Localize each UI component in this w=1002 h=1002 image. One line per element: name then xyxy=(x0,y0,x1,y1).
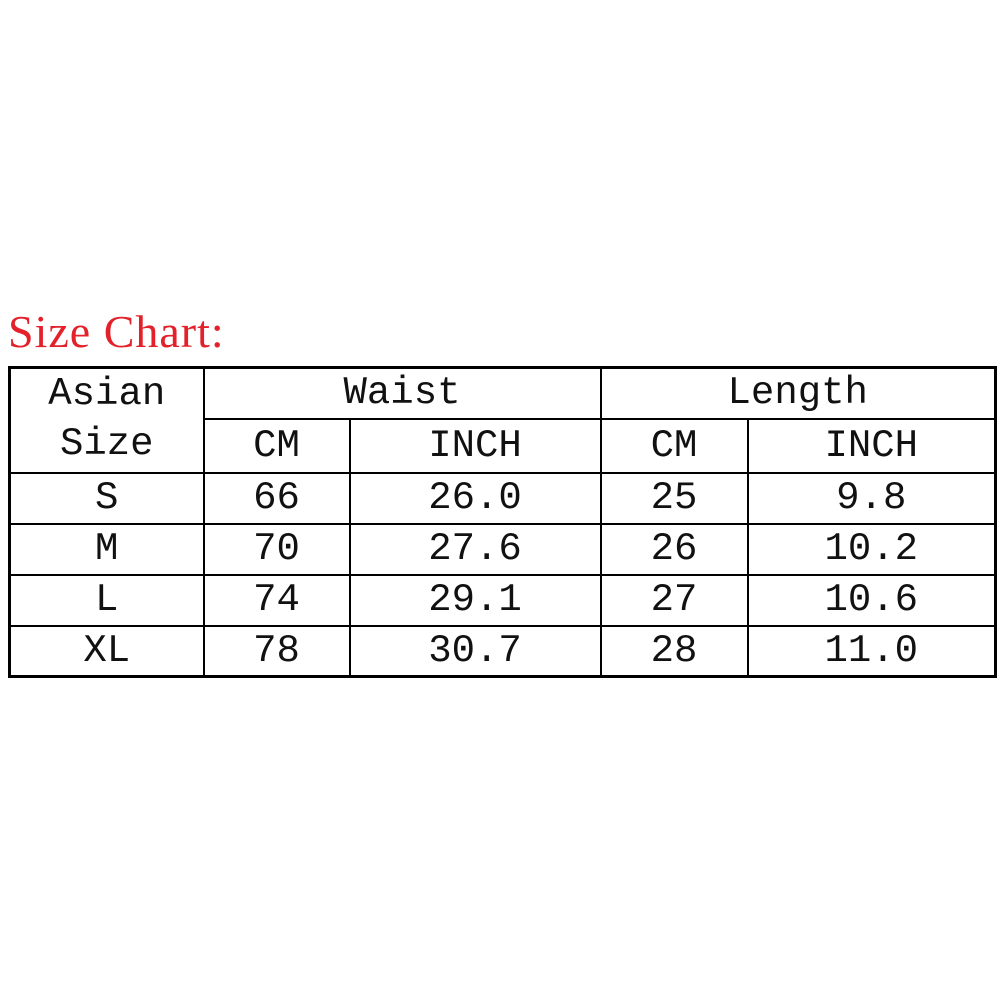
table-row-xl: XL 78 30.7 28 11.0 xyxy=(8,624,997,678)
length-inch-cell: 9.8 xyxy=(746,471,997,525)
table-row-s: S 66 26.0 25 9.8 xyxy=(8,471,997,525)
length-cm-cell: 25 xyxy=(599,471,749,525)
header-group-row: Asian Size Waist Length xyxy=(8,366,997,474)
waist-inch-cell: 30.7 xyxy=(348,624,602,678)
header-length-cm: CM xyxy=(599,417,749,474)
header-group-length: Length xyxy=(599,366,997,420)
size-cell: M xyxy=(8,522,205,576)
header-length-inch: INCH xyxy=(746,417,997,474)
size-cell: XL xyxy=(8,624,205,678)
header-sub-row: CM INCH CM INCH xyxy=(10,417,997,474)
waist-cm-cell: 70 xyxy=(202,522,351,576)
waist-inch-cell: 27.6 xyxy=(348,522,602,576)
waist-inch-cell: 29.1 xyxy=(348,573,602,627)
length-cm-cell: 26 xyxy=(599,522,749,576)
size-chart-table: Asian Size Waist Length CM INCH CM INCH … xyxy=(8,366,997,678)
header-group-waist: Waist xyxy=(202,366,602,420)
size-cell: L xyxy=(8,573,205,627)
size-chart-title: Size Chart: xyxy=(8,306,225,357)
size-cell: S xyxy=(8,471,205,525)
header-waist-cm: CM xyxy=(202,417,351,474)
waist-cm-cell: 74 xyxy=(202,573,351,627)
header-asian-size-line2: Size xyxy=(59,422,154,467)
header-asian-size-line1: Asian xyxy=(48,372,166,417)
waist-inch-cell: 26.0 xyxy=(348,471,602,525)
table-row-l: L 74 29.1 27 10.6 xyxy=(8,573,997,627)
length-inch-cell: 10.2 xyxy=(746,522,997,576)
length-inch-cell: 11.0 xyxy=(746,624,997,678)
waist-cm-cell: 66 xyxy=(202,471,351,525)
waist-cm-cell: 78 xyxy=(202,624,351,678)
table-row-m: M 70 27.6 26 10.2 xyxy=(8,522,997,576)
header-asian-size: Asian Size xyxy=(8,366,205,474)
length-cm-cell: 27 xyxy=(599,573,749,627)
header-waist-inch: INCH xyxy=(348,417,602,474)
length-cm-cell: 28 xyxy=(599,624,749,678)
length-inch-cell: 10.6 xyxy=(746,573,997,627)
